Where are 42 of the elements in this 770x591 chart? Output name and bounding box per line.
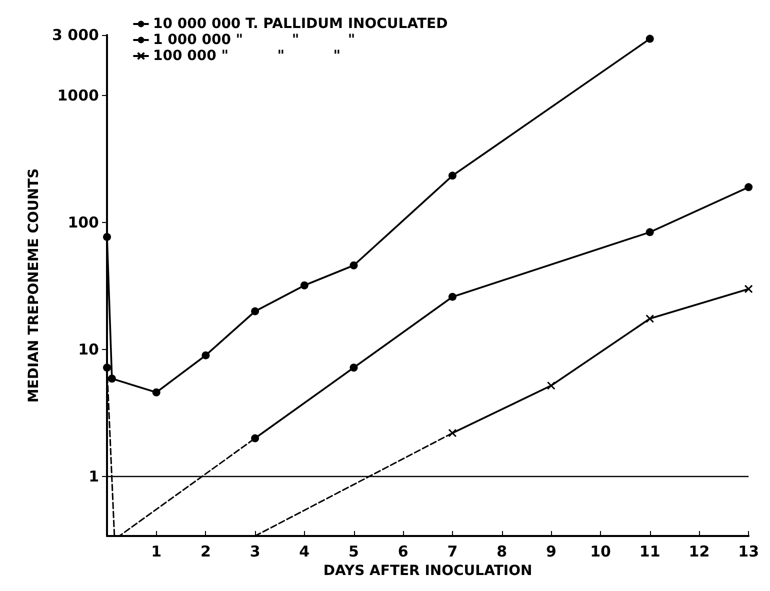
y-tick-label: 10 <box>78 340 99 359</box>
y-tick-label: 1 <box>88 468 99 486</box>
point <box>744 183 753 192</box>
point <box>103 232 111 241</box>
x-tick-label: 11 <box>639 542 660 560</box>
point <box>300 281 308 290</box>
point <box>103 364 111 372</box>
x-tick-label: 6 <box>398 542 408 560</box>
point <box>448 292 456 301</box>
x-tick-label: 4 <box>299 542 310 560</box>
x-tick-label: 5 <box>348 542 359 560</box>
legend-label: 1 000 000 " " " <box>153 32 356 48</box>
x-tick-label: 3 <box>250 542 260 560</box>
point <box>350 261 358 270</box>
point <box>646 314 654 323</box>
y-tick-label: 1000 <box>57 86 99 105</box>
point <box>152 388 160 396</box>
point <box>646 34 654 43</box>
point <box>350 364 358 372</box>
x-tick-label: 1 <box>151 542 162 560</box>
x-tick-label: 12 <box>688 542 710 560</box>
y-axis-title: MEDIAN TREPONEME COUNTS <box>26 168 42 403</box>
y-tick-label: 3 000 <box>52 26 99 44</box>
x-axis-title: DAYS AFTER INOCULATION <box>323 563 532 579</box>
legend-label: 100 000 " " " <box>153 48 341 64</box>
point <box>646 228 654 236</box>
point <box>546 381 556 390</box>
point <box>448 428 457 438</box>
x-tick-label: 9 <box>546 542 556 560</box>
point <box>448 172 456 180</box>
point <box>108 374 116 383</box>
point <box>251 434 260 442</box>
x-tick-label: 2 <box>200 542 211 560</box>
x-tick-label: 13 <box>738 542 759 560</box>
x-tick-label: 8 <box>496 542 508 560</box>
point <box>251 307 260 316</box>
x-tick-label: 10 <box>590 542 611 560</box>
point <box>202 351 210 360</box>
y-tick-label: 100 <box>68 214 99 232</box>
point <box>744 284 753 294</box>
x-tick-label: 7 <box>447 542 458 560</box>
legend-label: 10 000 000 T. PALLIDUM INOCULATED <box>153 16 448 32</box>
